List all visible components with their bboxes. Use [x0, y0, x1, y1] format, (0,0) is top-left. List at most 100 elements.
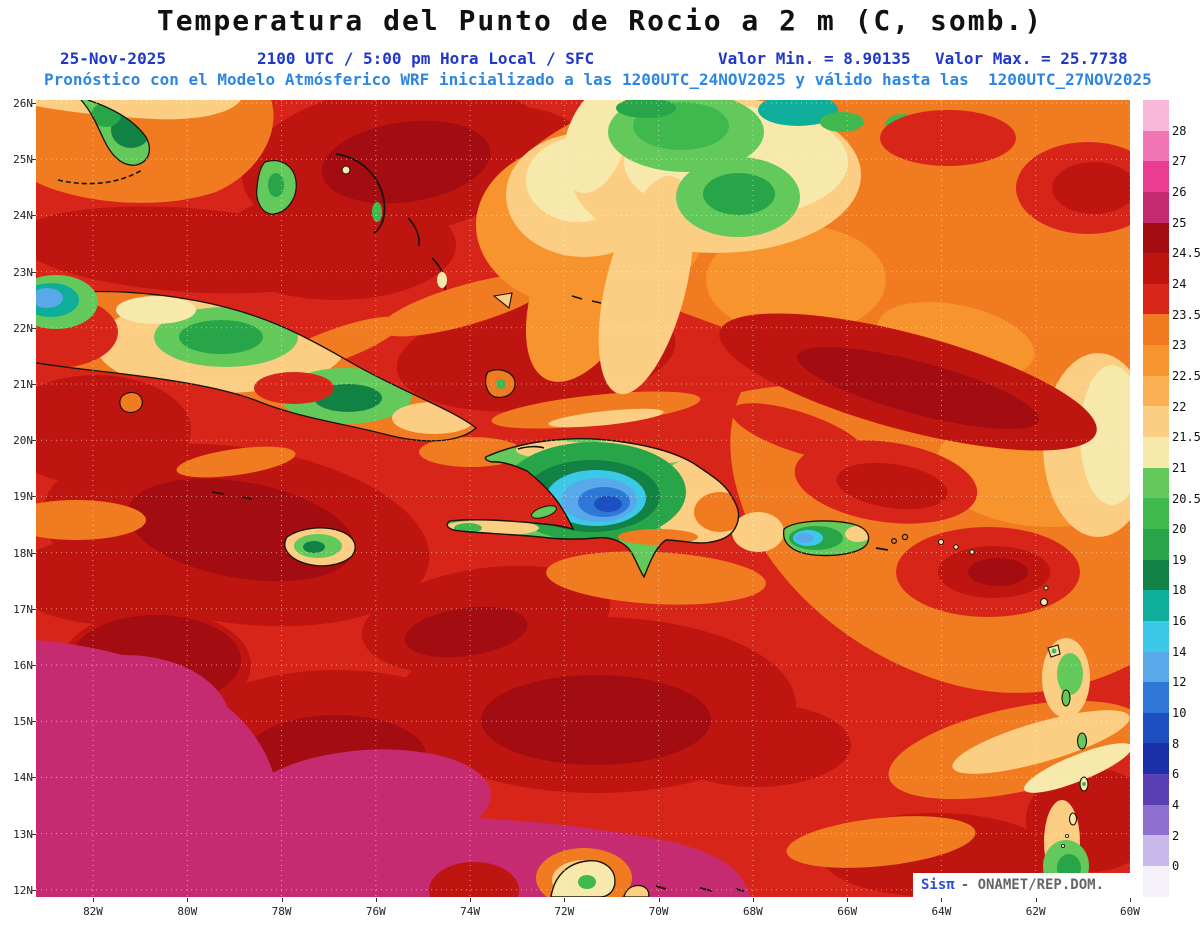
watermark: Sisπ - ONAMET/REP.DOM. [913, 873, 1130, 897]
colorbar-tick-label: 8 [1172, 736, 1180, 751]
colorbar-tick-label: 26 [1172, 184, 1187, 199]
watermark-suffix: - ONAMET/REP.DOM. [960, 877, 1105, 893]
colorbar-swatch [1143, 253, 1169, 284]
colorbar-tick-label: 27 [1172, 154, 1187, 169]
watermark-brand: Sisπ [921, 877, 955, 893]
colorbar-swatch [1143, 437, 1169, 468]
lon-tick-label: 78W [271, 905, 292, 918]
colorbar-tick-label: 23.5 [1172, 307, 1200, 322]
colorbar-tick-label: 2 [1172, 828, 1180, 843]
lon-tick-label: 60W [1120, 905, 1140, 918]
lon-tick-label: 64W [931, 905, 952, 918]
lat-tick-label: 21N [13, 378, 33, 391]
colorbar-tick-label: 6 [1172, 767, 1180, 782]
lon-tick [941, 898, 943, 902]
page-title: Temperatura del Punto de Rocio a 2 m (C,… [156, 4, 1044, 37]
lon-tick [752, 898, 754, 902]
lon-tick [281, 898, 283, 902]
lat-tick-label: 12N [13, 883, 33, 897]
colorbar-swatch [1143, 161, 1169, 192]
lon-tick [564, 898, 566, 902]
hispaniola-coastline [446, 438, 740, 579]
colorbar-swatch [1143, 314, 1169, 346]
colorbar-swatch [1143, 283, 1169, 315]
lat-tick-label: 26N [13, 97, 33, 110]
colorbar-tick-label: 4 [1172, 798, 1180, 813]
lat-tick-label: 17N [13, 602, 33, 616]
colorbar-swatch [1143, 743, 1169, 775]
lon-tick [470, 898, 472, 902]
colorbar: 28 27 26 25 24.5 2 4 23.5 23 22.5 22 21.5 21 20.5 20 19… [1143, 100, 1200, 897]
lon-tick [375, 898, 377, 902]
colorbar-swatches [1143, 100, 1169, 897]
valid-date: 25-Nov-2025 [60, 49, 166, 68]
forecast-line: Pronóstico con el Modelo Atmósferico WRF… [44, 70, 1152, 89]
colorbar-tick-label: 22.5 [1172, 368, 1200, 383]
lat-tick-label: 15N [13, 715, 33, 729]
lon-tick-label: 76W [365, 905, 386, 918]
lon-tick [1035, 898, 1037, 902]
colorbar-tick-label: 23 [1172, 338, 1187, 353]
colorbar-swatch [1143, 682, 1169, 713]
contour-map [1, 82, 1166, 918]
colorbar-tick-label: 14 [1172, 644, 1187, 659]
lon-tick [658, 898, 660, 902]
colorbar-swatch [1143, 559, 1169, 591]
lon-tick [847, 898, 849, 902]
lon-tick-label: 74W [460, 905, 481, 918]
jamaica-coastline [284, 527, 356, 567]
cuba-coastline [25, 290, 478, 442]
colorbar-tick-label: 12 [1172, 675, 1187, 690]
lat-tick-label: 13N [13, 827, 33, 841]
lat-tick-label: 20N [13, 434, 33, 448]
colorbar-tick-label: 28 [1172, 123, 1187, 138]
colorbar-tick-label: 10 [1172, 706, 1187, 721]
lat-tick-label: 25N [13, 153, 33, 167]
lon-tick-label: 66W [837, 905, 858, 918]
colorbar-tick-label: 24.5 [1172, 246, 1200, 261]
colorbar-tick-label: 0 [1172, 859, 1180, 874]
colorbar-swatch [1143, 774, 1169, 805]
colorbar-swatch [1143, 835, 1169, 867]
colorbar-swatch [1143, 406, 1169, 438]
valid-time: 2100 UTC / 5:00 pm Hora Local / SFC [257, 49, 595, 68]
colorbar-swatch [1143, 345, 1169, 376]
lon-tick-label: 72W [554, 905, 575, 918]
lon-tick-label: 70W [648, 905, 669, 918]
value-max: Valor Max. = 25.7738 [935, 49, 1128, 68]
lat-tick-label: 14N [13, 771, 33, 785]
florida-coastline [80, 99, 150, 166]
lat-tick-label: 23N [13, 265, 33, 279]
colorbar-tick-label: 20.5 [1172, 491, 1200, 506]
lon-tick [187, 898, 189, 902]
colorbar-swatch [1143, 467, 1169, 499]
colorbar-swatch [1143, 375, 1169, 407]
colorbar-tick-label: 21 [1172, 460, 1187, 475]
lat-tick-label: 19N [13, 490, 33, 504]
lat-tick-label: 22N [13, 321, 33, 335]
colorbar-tick-label: 25 [1172, 215, 1187, 230]
lon-tick-label: 68W [742, 905, 763, 918]
lon-tick [1129, 898, 1131, 902]
lon-tick [93, 898, 94, 902]
colorbar-swatch [1143, 866, 1169, 897]
lon-tick-label: 80W [177, 905, 198, 918]
map-canvas [1, 82, 1166, 918]
colorbar-swatch [1143, 804, 1169, 836]
colorbar-tick-label: 19 [1172, 552, 1187, 567]
colorbar-tick-label: 18 [1172, 583, 1187, 598]
colorbar-swatch [1143, 528, 1169, 560]
lat-tick-label: 18N [13, 546, 33, 560]
colorbar-swatch [1143, 100, 1169, 131]
colorbar-tick-label: 21.5 [1172, 430, 1200, 445]
colorbar-swatch [1143, 498, 1169, 529]
puerto-rico-coastline [782, 520, 870, 557]
colorbar-tick-label: 22 [1172, 399, 1187, 414]
lon-tick-label: 82W [83, 905, 103, 918]
lon-tick-label: 62W [1025, 905, 1046, 918]
colorbar-swatch [1143, 651, 1169, 683]
colorbar-tick-label: 20 [1172, 522, 1187, 537]
colorbar-swatch [1143, 712, 1169, 744]
colorbar-swatch [1143, 130, 1169, 162]
value-min: Valor Min. = 8.90135 [718, 49, 911, 68]
